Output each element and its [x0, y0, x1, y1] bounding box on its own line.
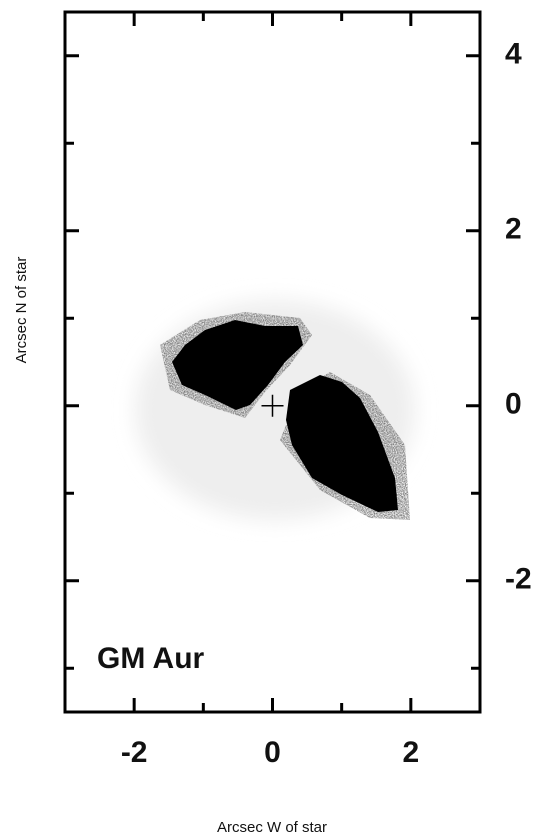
scattered-light-image	[135, 300, 415, 520]
x-axis-label: Arcsec W of star	[217, 819, 327, 836]
y-tick-label: 0	[505, 388, 522, 421]
y-tick-label: 4	[505, 38, 522, 71]
x-tick-label: -2	[121, 736, 148, 769]
y-axis-label: Arcsec N of star	[13, 257, 30, 364]
x-tick-label: 2	[402, 736, 419, 769]
y-tick-label: 2	[505, 213, 522, 246]
x-tick-label: 0	[264, 736, 281, 769]
annotation: GM Aur	[97, 642, 205, 675]
y-tick-label: -2	[505, 563, 532, 596]
